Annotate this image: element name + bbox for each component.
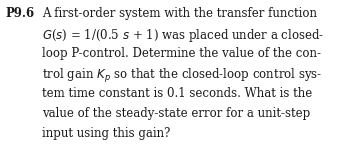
- Text: $\it{G}$($\it{s}$) = 1/(0.5 $\it{s}$ + 1) was placed under a closed-: $\it{G}$($\it{s}$) = 1/(0.5 $\it{s}$ + 1…: [42, 27, 325, 44]
- Text: tem time constant is 0.1 seconds. What is the: tem time constant is 0.1 seconds. What i…: [42, 87, 312, 100]
- Text: input using this gain?: input using this gain?: [42, 127, 171, 140]
- Text: loop P-control. Determine the value of the con-: loop P-control. Determine the value of t…: [42, 47, 321, 60]
- Text: trol gain $\it{K}_p$ so that the closed-loop control sys-: trol gain $\it{K}_p$ so that the closed-…: [42, 67, 322, 85]
- Text: A first-order system with the transfer function: A first-order system with the transfer f…: [42, 7, 317, 20]
- Text: P9.6: P9.6: [5, 7, 34, 20]
- Text: value of the steady-state error for a unit-step: value of the steady-state error for a un…: [42, 107, 310, 120]
